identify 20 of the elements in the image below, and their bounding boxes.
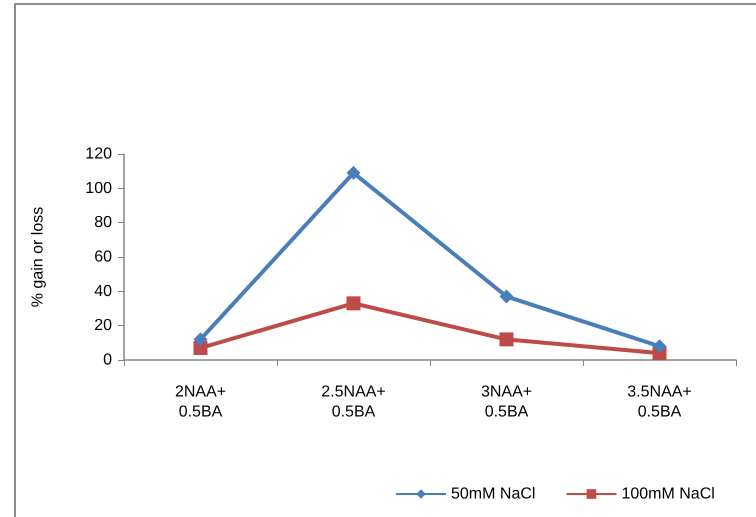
x-tick-label: 3.5NAA+ 0.5BA <box>627 384 692 420</box>
y-axis-title: % gain or loss <box>30 206 46 308</box>
point <box>500 289 514 304</box>
point <box>652 339 666 354</box>
legend-label: 100mM NaCl <box>621 486 715 502</box>
point <box>346 166 360 180</box>
y-tick-label: 60 <box>94 248 112 266</box>
legend-label: 50mM NaCl <box>451 486 536 502</box>
x-tick-label: 2NAA+ 0.5BA <box>174 384 226 420</box>
x-tick-label: 2.5NAA+ 0.5BA <box>321 384 386 420</box>
y-tick-label: 80 <box>94 214 112 232</box>
y-tick-label: 20 <box>94 317 112 334</box>
y-tick-label: 40 <box>94 282 112 300</box>
x-tick-label: 3NAA+ 0.5BA <box>480 384 532 420</box>
y-tick-label: 0 <box>103 352 112 368</box>
y-tick-label: 100 <box>85 180 112 197</box>
point <box>194 332 208 346</box>
point <box>500 332 514 346</box>
y-tick-label: 120 <box>85 146 112 162</box>
point <box>346 296 360 310</box>
